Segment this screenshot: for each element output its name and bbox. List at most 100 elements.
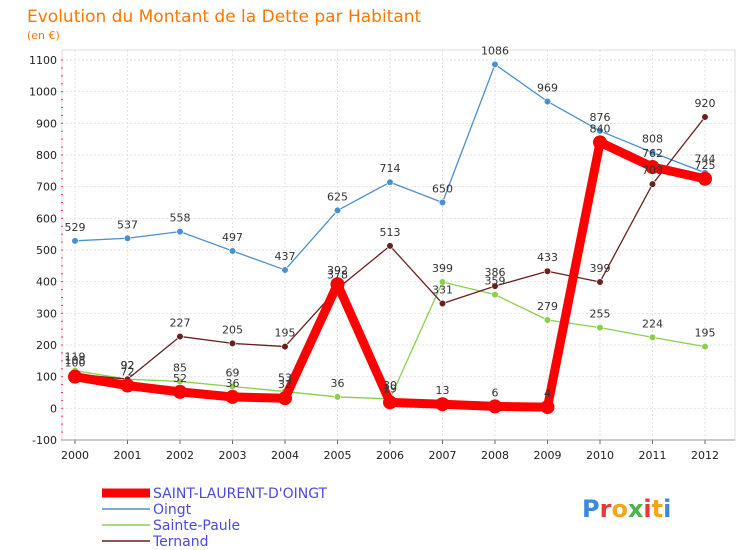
data-label: 195 [695, 327, 716, 340]
y-tick-label: -100 [32, 434, 57, 447]
data-point [543, 97, 552, 106]
legend-entry: Oingt [153, 502, 192, 518]
data-label: 69 [226, 366, 240, 379]
data-point [330, 277, 345, 292]
data-label: 30 [383, 379, 397, 392]
data-point [491, 60, 499, 69]
y-tick-label: 1100 [29, 54, 57, 67]
data-point [176, 332, 184, 341]
logo-letter: P [582, 495, 600, 523]
data-point [648, 148, 657, 157]
data-point [120, 378, 135, 393]
data-label: 808 [642, 132, 663, 145]
x-tick-label: 2010 [586, 449, 614, 462]
data-label: 392 [327, 264, 348, 277]
y-tick-label: 200 [36, 339, 57, 352]
data-label: 331 [432, 284, 453, 297]
data-label: 72 [121, 366, 135, 379]
logo-letter: x [628, 495, 644, 523]
data-label: 119 [65, 351, 86, 364]
data-point [281, 266, 289, 274]
data-label: 36 [226, 377, 240, 390]
data-point [543, 316, 552, 324]
y-tick-label: 300 [36, 307, 57, 320]
data-label: 100 [65, 357, 86, 370]
data-label: 437 [275, 250, 296, 263]
data-point [488, 399, 502, 414]
data-label: 399 [432, 262, 453, 275]
data-point [173, 384, 187, 399]
data-point [701, 342, 709, 351]
data-point [596, 278, 604, 286]
data-point [333, 393, 342, 401]
data-point [71, 237, 79, 245]
y-tick-label: 600 [36, 212, 57, 225]
y-tick-label: 1000 [29, 86, 57, 99]
data-label: 433 [537, 251, 558, 264]
data-point [701, 113, 709, 121]
chart-title: Evolution du Montant de la Dette par Hab… [27, 7, 422, 27]
data-point [386, 242, 394, 250]
data-point [228, 247, 237, 255]
data-point [383, 395, 397, 410]
chart-subtitle: (en €) [27, 29, 60, 42]
data-label: 359 [485, 275, 506, 288]
data-point [491, 282, 499, 290]
data-point [648, 180, 657, 188]
data-label: 32 [278, 378, 292, 391]
data-label: 85 [173, 361, 187, 374]
y-tick-label: 400 [36, 276, 57, 289]
data-label: 386 [485, 266, 506, 279]
y-tick-label: 0 [50, 402, 57, 415]
x-tick-label: 2002 [166, 449, 194, 462]
plot-frame [61, 49, 736, 441]
x-tick-label: 2008 [481, 449, 509, 462]
data-label: 650 [432, 183, 453, 196]
data-point [176, 228, 184, 236]
data-label: 840 [590, 122, 611, 135]
data-label: 205 [222, 323, 243, 336]
logo-letter: i [643, 495, 651, 523]
x-tick-label: 2003 [219, 449, 247, 462]
data-point [386, 178, 394, 186]
data-point [333, 206, 342, 215]
data-point [596, 323, 604, 332]
data-label: 195 [275, 327, 296, 340]
x-tick-label: 2001 [114, 449, 142, 462]
y-tick-label: 800 [36, 149, 57, 162]
plot-area: -100 0 100 200 300 400 500 600 700 800 900 1000 1100… [29, 44, 736, 462]
legend-entry: Sainte-Paule [153, 518, 240, 534]
proxiti-logo: Proxiti [582, 495, 671, 523]
data-label: 513 [380, 226, 401, 239]
y-tick-label: 100 [36, 371, 57, 384]
data-point [438, 278, 447, 286]
data-point [438, 198, 447, 207]
x-tick-label: 2006 [376, 449, 404, 462]
data-label: 224 [642, 317, 663, 330]
logo-letter: i [663, 495, 671, 523]
data-point [540, 400, 555, 415]
data-point [543, 267, 552, 275]
legend-entry: SAINT-LAURENT-D'OINGT [153, 486, 328, 502]
data-label: 279 [537, 300, 558, 313]
logo-letter: t [652, 495, 663, 523]
data-point [491, 291, 499, 299]
logo-letter: r [600, 495, 612, 523]
x-tick-label: 2004 [271, 449, 299, 462]
data-label: 537 [117, 218, 138, 231]
data-label: 399 [590, 262, 611, 275]
x-tick-label: 2012 [691, 449, 719, 462]
logo-letter: o [611, 495, 628, 523]
data-label: 920 [695, 97, 716, 110]
data-point [596, 127, 604, 135]
data-label: 497 [222, 231, 243, 244]
data-label: 1086 [481, 44, 509, 57]
data-label: 227 [170, 316, 191, 329]
x-tick-label: 2007 [429, 449, 457, 462]
data-point [435, 397, 450, 412]
x-tick-label: 2000 [61, 449, 89, 462]
x-tick-label: 2005 [324, 449, 352, 462]
data-point [123, 234, 132, 242]
